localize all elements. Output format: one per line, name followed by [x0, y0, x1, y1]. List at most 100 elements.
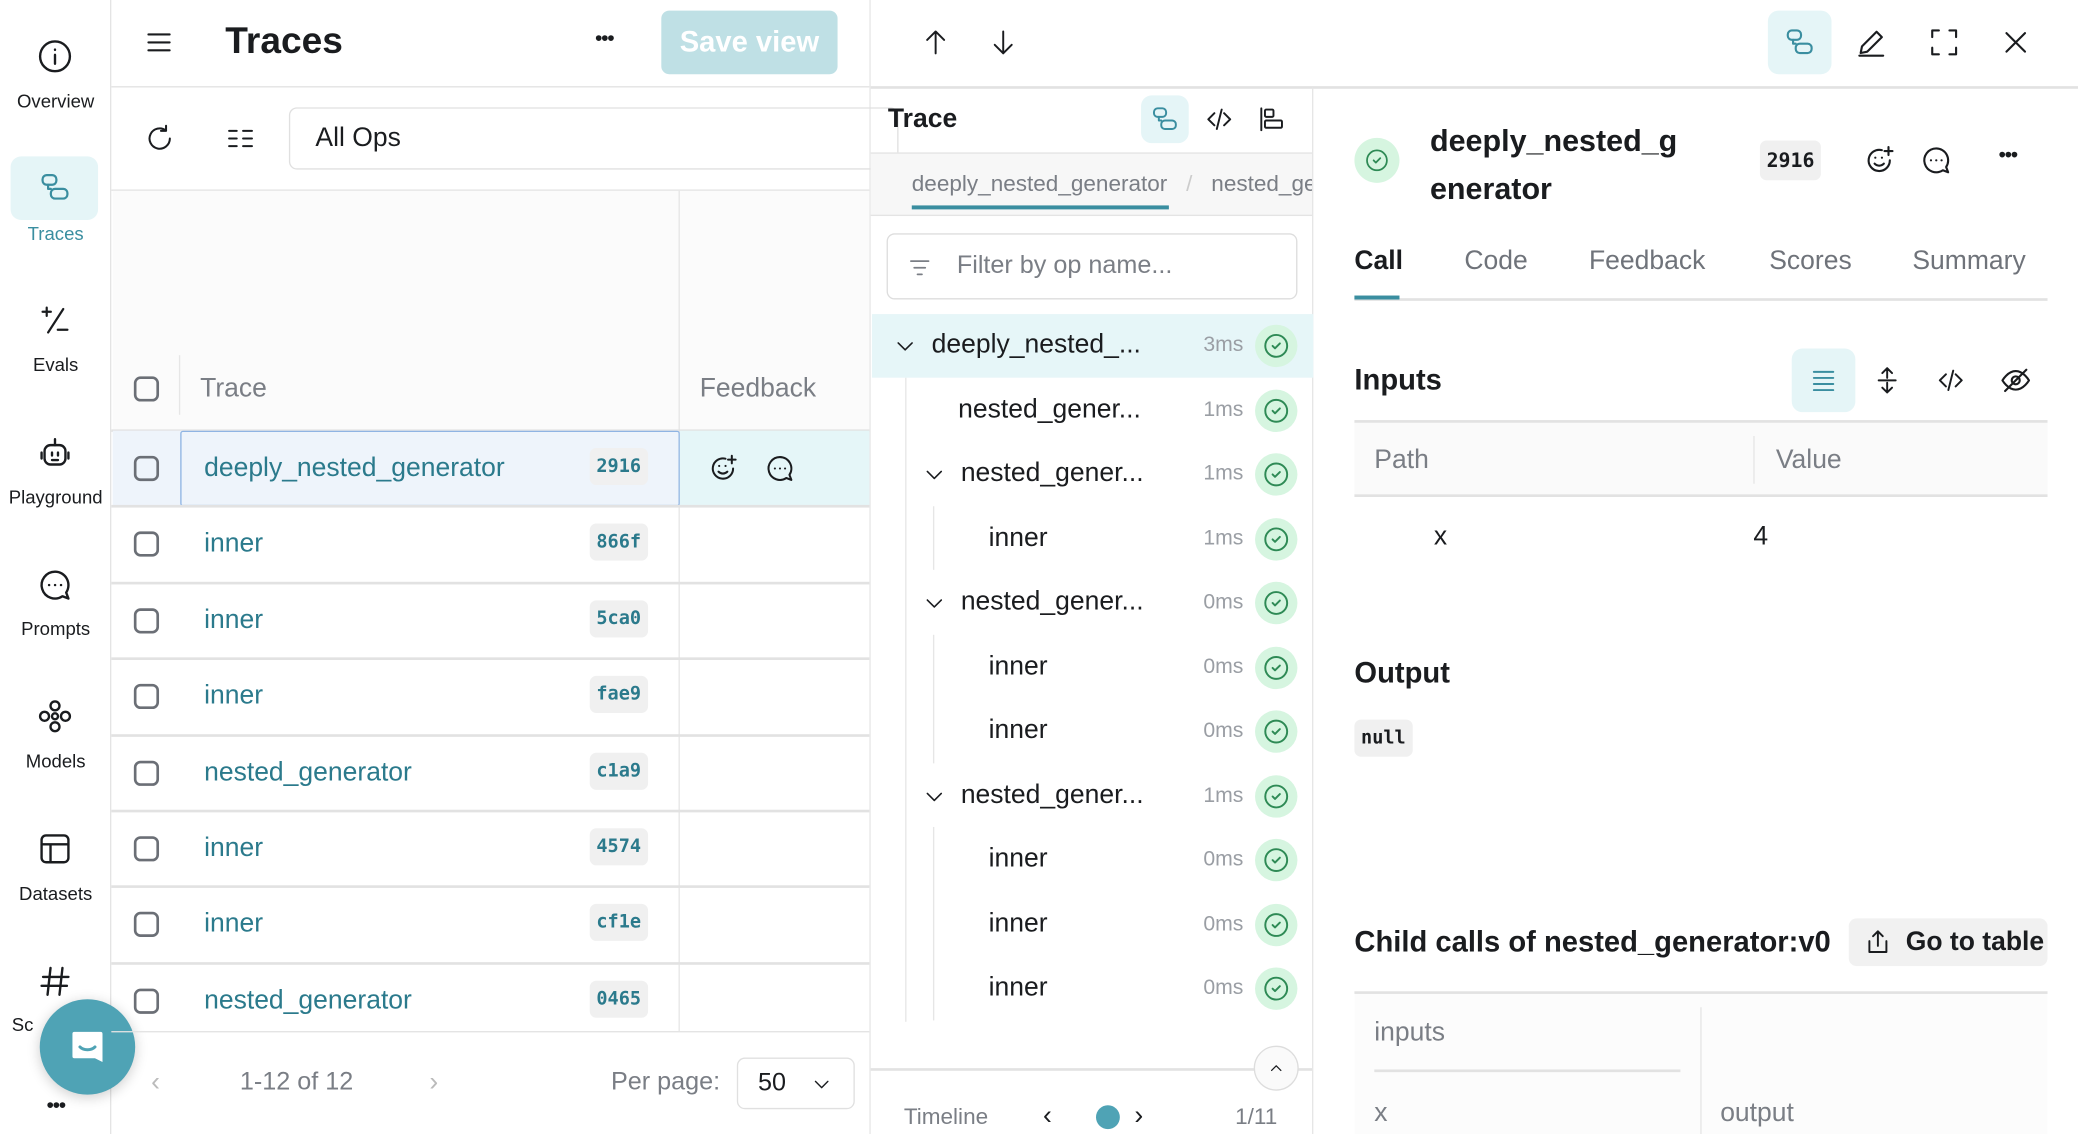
- hamburger-menu-icon[interactable]: [143, 27, 175, 59]
- tab-summary[interactable]: Summary: [1912, 246, 2026, 276]
- nav-datasets[interactable]: Datasets: [19, 882, 93, 904]
- code-icon[interactable]: [1205, 105, 1234, 134]
- collapse-timeline-button[interactable]: [1253, 1045, 1299, 1091]
- timeline-position-dot[interactable]: [1095, 1105, 1120, 1130]
- tree-node[interactable]: [872, 957, 1313, 1021]
- trace-id-badge[interactable]: 4574: [589, 828, 648, 866]
- trace-name-link[interactable]: nested_generator: [204, 757, 412, 787]
- tree-node-name[interactable]: nested_gener...: [960, 779, 1144, 810]
- close-icon[interactable]: [2000, 27, 2032, 59]
- breadcrumb-item[interactable]: deeply_nested_generator: [911, 170, 1168, 197]
- op-name-filter-input[interactable]: Filter by op name...: [886, 233, 1298, 300]
- tree-node-name[interactable]: nested_gener...: [960, 587, 1144, 617]
- tab-feedback[interactable]: Feedback: [1588, 246, 1706, 276]
- tree-node-name[interactable]: inner: [988, 522, 1048, 552]
- trace-id-badge[interactable]: 2916: [589, 447, 648, 486]
- pencil-icon[interactable]: [1855, 27, 1887, 59]
- tree-node-name[interactable]: inner: [988, 844, 1048, 874]
- op-filter-select[interactable]: All Ops: [288, 107, 899, 170]
- more-options-icon[interactable]: •••: [595, 27, 615, 51]
- tab-scores[interactable]: Scores: [1769, 246, 1852, 276]
- tree-node-name[interactable]: inner: [988, 908, 1048, 938]
- per-page-select[interactable]: 50: [736, 1057, 855, 1110]
- comment-icon[interactable]: [765, 453, 795, 483]
- trace-name-link[interactable]: deeply_nested_generator: [204, 453, 505, 483]
- breadcrumb-item[interactable]: nested_ge: [1211, 170, 1313, 197]
- list-icon[interactable]: [1809, 366, 1838, 395]
- tree-node-name[interactable]: deeply_nested_...: [931, 329, 1141, 360]
- next-page-icon[interactable]: ›: [429, 1068, 439, 1098]
- row-checkbox[interactable]: [133, 684, 160, 710]
- nav-playground[interactable]: Playground: [8, 486, 103, 508]
- hide-icon[interactable]: [2000, 364, 2032, 396]
- trace-id-badge[interactable]: cf1e: [589, 904, 648, 942]
- add-reaction-icon[interactable]: [1863, 144, 1895, 176]
- traces-icon[interactable]: [1784, 27, 1816, 59]
- nav-overview[interactable]: Overview: [16, 90, 95, 112]
- columns-icon[interactable]: [225, 123, 255, 153]
- trace-name-link[interactable]: inner: [204, 605, 264, 635]
- expand-vertical-icon[interactable]: [1873, 363, 1902, 397]
- trace-name-link[interactable]: inner: [204, 833, 264, 863]
- fullscreen-icon[interactable]: [1928, 27, 1960, 59]
- trace-view-button[interactable]: [1767, 10, 1832, 75]
- tree-node[interactable]: [872, 314, 1314, 378]
- trace-id-badge[interactable]: c1a9: [589, 752, 648, 790]
- info-icon[interactable]: [37, 38, 73, 74]
- trace-name-link[interactable]: inner: [204, 681, 264, 711]
- chevron-down-icon[interactable]: [922, 784, 946, 808]
- nav-models[interactable]: Models: [25, 750, 86, 772]
- call-id-badge[interactable]: 2916: [1759, 140, 1822, 181]
- timeline-next-icon[interactable]: ›: [1134, 1101, 1144, 1131]
- table-row[interactable]: inner 4574: [111, 811, 678, 887]
- go-to-table-button[interactable]: Go to table: [1848, 918, 2048, 967]
- table-icon[interactable]: [37, 831, 73, 867]
- arrow-up-icon[interactable]: [921, 28, 950, 57]
- trace-name-link[interactable]: inner: [204, 909, 264, 939]
- table-row[interactable]: inner cf1e: [111, 887, 678, 963]
- plus-minus-icon[interactable]: [38, 303, 71, 336]
- timeline-prev-icon[interactable]: ‹: [1042, 1101, 1052, 1131]
- tree-node[interactable]: [872, 700, 1313, 764]
- tree-node[interactable]: [872, 828, 1313, 892]
- table-row[interactable]: inner 5ca0: [111, 583, 678, 659]
- arrow-down-icon[interactable]: [989, 28, 1018, 57]
- nav-prompts[interactable]: Prompts: [21, 617, 91, 639]
- trace-id-badge[interactable]: 0465: [589, 980, 648, 1018]
- table-row[interactable]: inner fae9: [111, 659, 678, 735]
- chevron-down-icon[interactable]: [922, 463, 946, 487]
- nav-traces[interactable]: Traces: [27, 222, 84, 244]
- tree-node[interactable]: [872, 635, 1313, 699]
- support-chat-icon[interactable]: [39, 999, 136, 1095]
- comment-icon[interactable]: [1920, 144, 1952, 176]
- row-checkbox[interactable]: [133, 912, 160, 938]
- models-icon[interactable]: [37, 698, 73, 734]
- save-view-button[interactable]: Save view: [661, 10, 838, 75]
- table-row[interactable]: deeply_nested_generator 2916: [111, 431, 678, 507]
- column-header-trace[interactable]: Trace: [200, 373, 267, 403]
- tab-call[interactable]: Call: [1354, 246, 1404, 276]
- add-reaction-icon[interactable]: [708, 453, 738, 483]
- tab-code[interactable]: Code: [1464, 246, 1528, 276]
- timeline-layout-icon[interactable]: [1258, 105, 1287, 134]
- trace-id-badge[interactable]: 866f: [589, 523, 648, 562]
- table-row[interactable]: inner 866f: [111, 507, 678, 583]
- hash-icon[interactable]: [37, 963, 73, 999]
- trace-id-badge[interactable]: fae9: [589, 676, 648, 714]
- chat-icon[interactable]: [37, 567, 73, 603]
- code-icon[interactable]: [1936, 366, 1965, 395]
- row-checkbox[interactable]: [133, 608, 160, 634]
- tree-node-name[interactable]: inner: [988, 972, 1048, 1002]
- tree-node-name[interactable]: nested_gener...: [958, 394, 1141, 424]
- trace-id-badge[interactable]: 5ca0: [589, 600, 648, 638]
- row-checkbox[interactable]: [133, 531, 160, 558]
- trace-name-link[interactable]: nested_generator: [204, 985, 412, 1015]
- traces-icon[interactable]: [1150, 105, 1179, 134]
- table-row[interactable]: nested_generator c1a9: [111, 735, 678, 811]
- call-more-icon[interactable]: •••: [1998, 144, 2018, 167]
- trace-name-link[interactable]: inner: [204, 529, 264, 559]
- refresh-icon[interactable]: [144, 123, 174, 153]
- row-checkbox[interactable]: [133, 836, 160, 862]
- prev-page-icon[interactable]: ‹: [151, 1068, 160, 1098]
- row-checkbox[interactable]: [133, 455, 160, 482]
